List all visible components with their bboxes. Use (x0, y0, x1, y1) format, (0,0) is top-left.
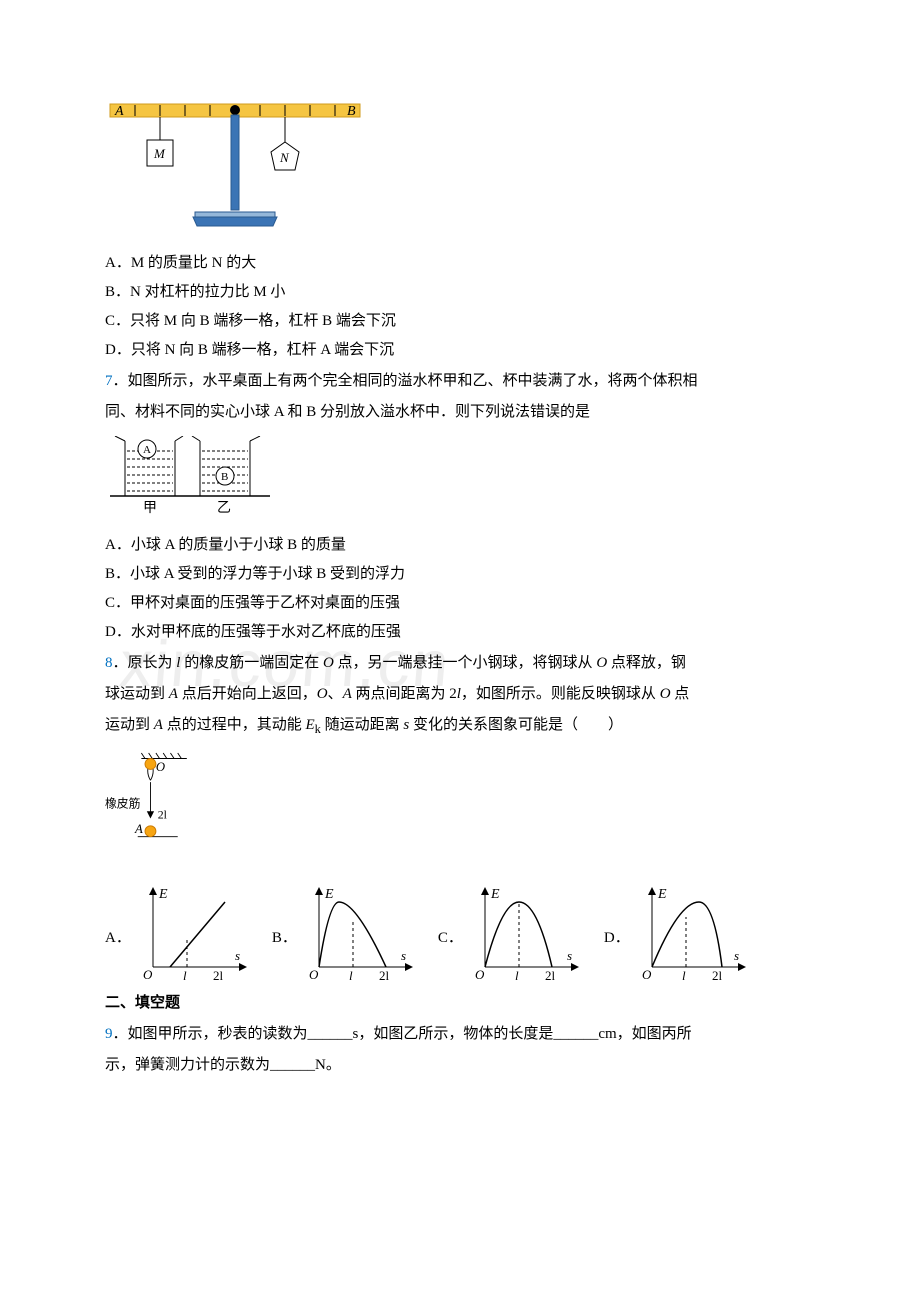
q8-number: 8 (105, 655, 113, 671)
cups-diagram-wrapper: A B 甲 乙 (105, 430, 815, 530)
graph-c: E O l 2l s (467, 882, 582, 982)
svg-text:l: l (682, 968, 686, 982)
q7-option-c: C．甲杯对桌面的压强等于乙杯对桌面的压强 (105, 590, 815, 617)
a-label: A (134, 822, 143, 836)
svg-text:2l: 2l (545, 968, 556, 982)
graph-a: E O l 2l s (135, 882, 250, 982)
q9-text-1: ．如图甲所示，秒表的读数为______s，如图乙所示，物体的长度是______c… (113, 1026, 692, 1042)
section-2-title: 二、填空题 (105, 990, 815, 1017)
q8-option-b-letter: B． (272, 925, 297, 952)
svg-text:E: E (657, 887, 667, 902)
svg-text:s: s (567, 948, 572, 963)
svg-text:l: l (349, 968, 353, 982)
svg-text:O: O (309, 967, 319, 982)
svg-text:s: s (401, 948, 406, 963)
q7-option-a: A．小球 A 的质量小于小球 B 的质量 (105, 532, 815, 559)
svg-text:O: O (475, 967, 485, 982)
q8-option-d-block: D． E O l 2l s (604, 882, 749, 982)
o-label: O (156, 760, 165, 774)
svg-text:s: s (235, 948, 240, 963)
q7-stem-1: ．如图所示，水平桌面上有两个完全相同的溢水杯甲和乙、杯中装满了水，将两个体积相 (113, 373, 698, 389)
cup-right-label: 乙 (217, 500, 231, 516)
q8-stem-2: 球运动到 A 点后开始向上返回，O、A 两点间距离为 2l，如图所示。则能反映钢… (105, 681, 815, 708)
svg-text:E: E (158, 887, 168, 902)
svg-text:s: s (734, 948, 739, 963)
q6-option-b: B．N 对杠杆的拉力比 M 小 (105, 279, 815, 306)
q8-stem-1: ．原长为 l 的橡皮筋一端固定在 O 点，另一端悬挂一个小钢球，将钢球从 O 点… (113, 655, 686, 671)
beam-label-right: B (347, 104, 356, 119)
svg-text:E: E (490, 887, 500, 902)
graph-d: E O l 2l s (634, 882, 749, 982)
svg-text:l: l (183, 968, 187, 982)
q8-options-row: A． E O l 2l s B． (105, 882, 815, 982)
q7-option-d: D．水对甲杯底的压强等于水对乙杯底的压强 (105, 619, 815, 646)
svg-text:E: E (324, 887, 334, 902)
q8-option-c-letter: C． (438, 925, 463, 952)
q7-number: 7 (105, 373, 113, 389)
q8-option-a-letter: A． (105, 925, 131, 952)
rubber-label: 橡皮筋 (105, 796, 141, 810)
svg-text:O: O (143, 967, 153, 982)
svg-text:2l: 2l (379, 968, 390, 982)
block-n-label: N (279, 150, 290, 165)
q9-number: 9 (105, 1026, 113, 1042)
svg-text:O: O (642, 967, 652, 982)
lever-diagram: A B M N (105, 100, 365, 230)
cup-left-label: 甲 (143, 501, 157, 516)
q8-option-d-letter: D． (604, 925, 630, 952)
q8-option-b-block: B． E O l 2l s (272, 882, 416, 982)
q6-option-a: A．M 的质量比 N 的大 (105, 250, 815, 277)
svg-text:2l: 2l (712, 968, 723, 982)
ball-b-label: B (221, 471, 228, 483)
q6-option-d: D．只将 N 向 B 端移一格，杠杆 A 端会下沉 (105, 337, 815, 364)
q8-option-a-block: A． E O l 2l s (105, 882, 250, 982)
beam-label-left: A (114, 104, 124, 119)
ball-a-label: A (143, 444, 151, 456)
len-label: 2l (158, 807, 168, 821)
q8-stem-3: 运动到 A 点的过程中，其动能 Ek 随运动距离 s 变化的关系图象可能是（ ） (105, 712, 815, 741)
q6-option-c: C．只将 M 向 B 端移一格，杠杆 B 端会下沉 (105, 308, 815, 335)
graph-b: E O l 2l s (301, 882, 416, 982)
q9-text-2: 示，弹簧测力计的示数为______N。 (105, 1052, 815, 1079)
cups-diagram: A B 甲 乙 (105, 436, 275, 516)
block-m-label: M (153, 146, 166, 161)
q7-stem-2: 同、材料不同的实心小球 A 和 B 分别放入溢水杯中．则下列说法错误的是 (105, 399, 815, 426)
rubber-band-diagram: O 2l 橡皮筋 A (105, 751, 205, 856)
q8-option-c-block: C． E O l 2l s (438, 882, 582, 982)
svg-text:2l: 2l (213, 968, 224, 982)
svg-text:l: l (515, 968, 519, 982)
q7-option-b: B．小球 A 受到的浮力等于小球 B 受到的浮力 (105, 561, 815, 588)
